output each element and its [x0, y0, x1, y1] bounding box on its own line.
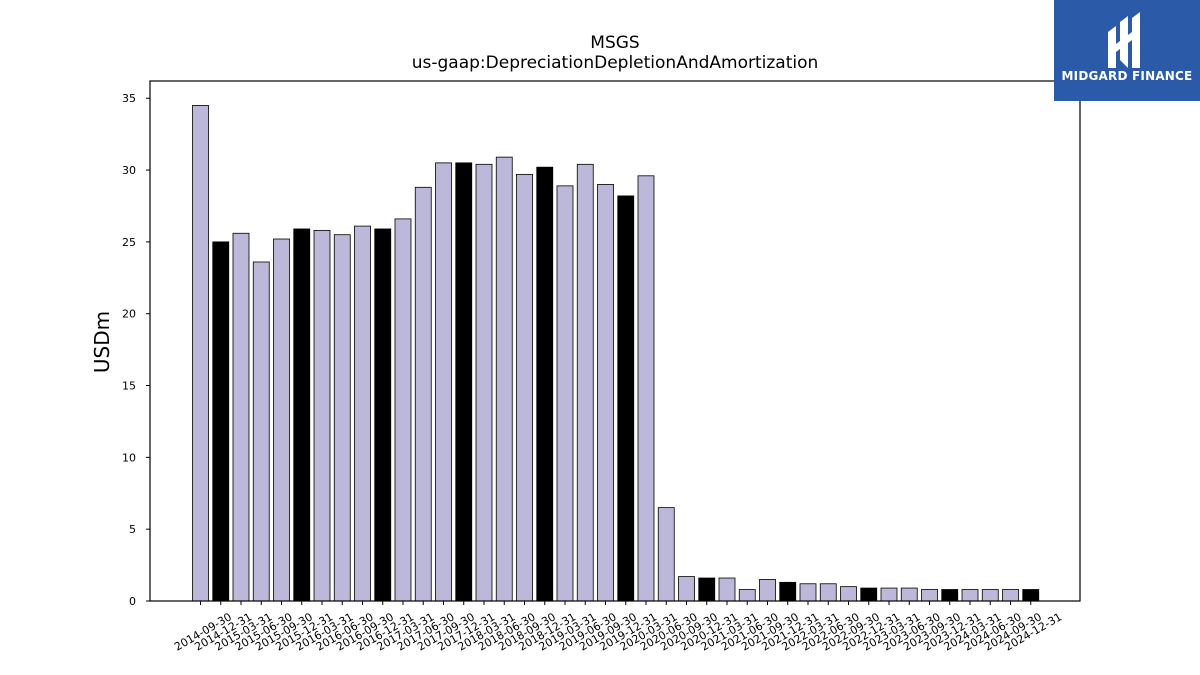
bar-2023-09-30: [921, 589, 938, 602]
bar-2014-09-30: [192, 105, 209, 602]
bar-2018-03-31: [475, 163, 493, 602]
bar-2022-03-31: [799, 583, 817, 602]
bar-2015-06-30: [252, 261, 270, 602]
midgard-logo-icon: [1108, 12, 1140, 68]
bar-2022-09-30: [840, 586, 857, 602]
bar-2020-12-31: [698, 577, 716, 602]
logo-text: MIDGARD FINANCE: [1061, 69, 1193, 83]
bar-2024-12-31: [1022, 589, 1040, 602]
bar-2020-09-30: [678, 576, 695, 602]
bar-2014-12-31: [212, 241, 230, 602]
bar-2021-12-31: [779, 581, 797, 602]
bar-2021-06-30: [738, 589, 756, 602]
bar-2018-12-31: [536, 166, 554, 602]
bar-2017-03-31: [394, 218, 412, 602]
bar-2022-12-31: [860, 587, 878, 602]
bars-group: [192, 105, 1040, 602]
bar-2019-06-30: [576, 163, 594, 602]
y-tick-label: 35: [122, 92, 136, 105]
bar-2015-09-30: [273, 238, 290, 602]
bar-2020-06-30: [657, 507, 675, 602]
bar-2019-03-31: [556, 185, 574, 602]
bar-2023-06-30: [900, 587, 918, 602]
y-tick-label: 25: [122, 236, 136, 249]
chart-title: MSGS: [590, 33, 639, 53]
bar-2016-06-30: [333, 234, 351, 602]
bar-2024-06-30: [981, 589, 999, 602]
bar-2018-09-30: [516, 173, 533, 602]
chart-subtitle: us-gaap:DepreciationDepletionAndAmortiza…: [412, 53, 819, 73]
bar-2019-09-30: [597, 184, 614, 602]
bar-2016-03-31: [313, 229, 331, 602]
bar-2016-09-30: [354, 225, 371, 602]
y-tick-label: 30: [122, 164, 136, 177]
bar-2017-12-31: [455, 162, 473, 602]
bar-2021-09-30: [759, 579, 776, 602]
bar-2023-12-31: [941, 589, 959, 602]
bar-2022-06-30: [819, 583, 837, 602]
y-axis: 0 5 10 15 20 25 30 35: [122, 92, 150, 608]
y-tick-label: 0: [129, 595, 136, 608]
x-axis: 2014-09-302014-12-312015-03-312015-06-30…: [172, 601, 1064, 654]
bar-2020-03-31: [637, 175, 655, 602]
y-axis-label: USDm: [90, 311, 114, 373]
bar-2017-09-30: [435, 162, 452, 602]
y-tick-label: 5: [129, 523, 136, 536]
bar-2015-12-31: [293, 228, 311, 602]
bar-2017-06-30: [414, 186, 432, 602]
midgard-finance-logo: MIDGARD FINANCE: [1054, 0, 1200, 101]
bar-2023-03-31: [880, 587, 898, 602]
bar-2018-06-30: [495, 156, 513, 602]
y-tick-label: 20: [122, 308, 136, 321]
plot-frame: [149, 80, 1081, 602]
bar-2019-12-31: [617, 195, 635, 602]
y-tick-label: 10: [122, 451, 136, 464]
bar-2021-03-31: [718, 577, 736, 602]
bar-2024-03-31: [961, 589, 979, 602]
bar-2015-03-31: [232, 232, 250, 602]
y-tick-label: 15: [122, 380, 136, 393]
bar-2016-12-31: [374, 228, 392, 602]
bar-2024-09-30: [1002, 589, 1019, 602]
